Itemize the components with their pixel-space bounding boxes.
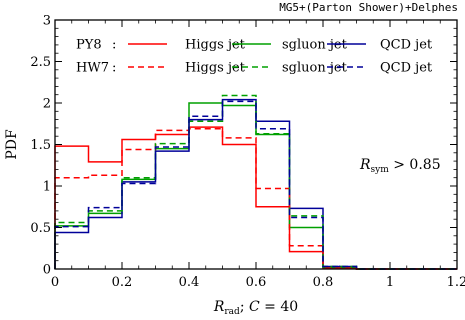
- x-tick-label: 1: [386, 275, 394, 290]
- x-tick-label: 0.6: [246, 275, 267, 290]
- y-tick-label: 1: [43, 180, 51, 195]
- legend-label-qcd-jet: QCD jet: [380, 38, 433, 53]
- legend-separator: :: [112, 61, 116, 76]
- y-tick-label: 0.5: [30, 221, 51, 236]
- x-axis-label: Rrad; C = 40: [213, 299, 298, 317]
- x-tick-label: 0.4: [179, 275, 200, 290]
- legend-generator-label: HW7: [76, 61, 109, 76]
- legend-separator: :: [112, 38, 116, 53]
- cut-annotation: Rsym > 0.85: [359, 157, 441, 175]
- legend-label-higgs-jet: Higgs jet: [185, 38, 246, 53]
- x-tick-label: 0: [51, 275, 59, 290]
- legend-label-sgluon-jet: sgluon jet: [282, 38, 348, 53]
- y-axis-label: PDF: [4, 129, 20, 160]
- legend-label-higgs-jet: Higgs jet: [185, 61, 246, 76]
- plot-frame: [54, 19, 458, 270]
- y-axis-label-text: PDF: [4, 129, 20, 160]
- y-tick-label: 2: [43, 97, 51, 112]
- legend-label-sgluon-jet: sgluon jet: [282, 61, 348, 76]
- legend-generator-label: PY8: [76, 38, 102, 53]
- x-tick-label: 1.2: [447, 275, 465, 290]
- y-tick-label: 1.5: [30, 138, 51, 153]
- y-tick-label: 0: [43, 263, 51, 278]
- histogram-hw7-qcd-jet: [54, 100, 457, 270]
- chart-header: MG5+(Parton Shower)+Delphes: [279, 1, 458, 14]
- histogram-hw7-sgluon-jet: [54, 94, 457, 270]
- y-tick-label: 2.5: [30, 55, 51, 70]
- legend-label-qcd-jet: QCD jet: [380, 61, 433, 76]
- x-tick-label: 0.2: [112, 275, 133, 290]
- y-tick-label: 3: [43, 14, 51, 29]
- x-tick-label: 0.8: [313, 275, 334, 290]
